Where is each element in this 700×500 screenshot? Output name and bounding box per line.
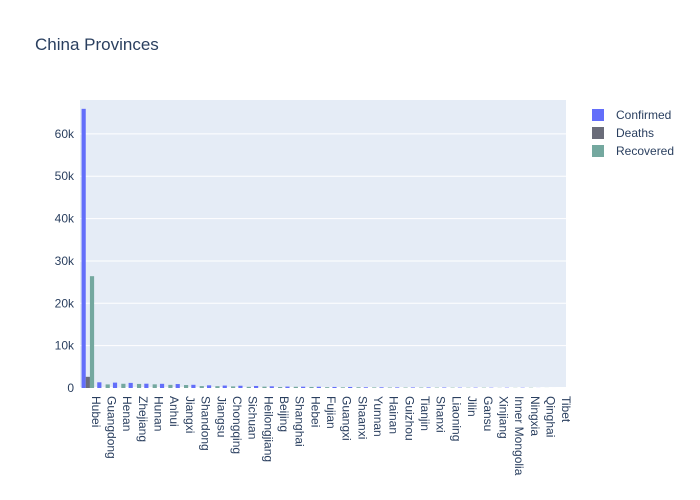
legend-label-confirmed[interactable]: Confirmed [616,108,671,122]
x-tick-label: Shanghai [293,396,307,447]
bar-recovered-hubei[interactable] [89,276,95,388]
bar-confirmed-shaanxi[interactable] [348,386,353,388]
bar-confirmed-chongqing[interactable] [222,385,227,388]
legend[interactable]: Confirmed Deaths Recovered [592,108,674,158]
x-tick-label: Hunan [152,396,166,431]
x-tick-label: Yunnan [371,396,385,437]
bar-recovered-jiangsu[interactable] [215,386,220,388]
bar-confirmed-tianjin[interactable] [410,387,415,388]
y-tick-label: 30k [55,254,75,268]
bar-recovered-fujian[interactable] [325,387,330,388]
x-tick-label: Shanxi [434,396,448,433]
bar-recovered-heilongjiang[interactable] [262,386,267,388]
x-tick-label: Hebei [308,396,322,427]
bar-confirmed-hebei[interactable] [301,386,306,388]
x-tick-label: Chongqing [230,396,244,454]
bar-confirmed-shanxi[interactable] [426,387,431,388]
bar-confirmed-guangxi[interactable] [332,386,337,388]
x-tick-label: Tibet [559,396,573,423]
chart-title: China Provinces [35,35,159,54]
y-tick-label: 40k [55,212,75,226]
bar-recovered-zhejiang[interactable] [136,383,142,388]
y-axis-ticks: 0 10k 20k 30k 40k 50k 60k [55,127,75,395]
x-tick-label: Beijing [277,396,291,432]
x-axis-ticks: Hubei Guangdong Henan Zhejiang Hunan Anhui Jia… [89,396,573,476]
y-tick-label: 0 [67,381,74,395]
bar-recovered-hunan[interactable] [152,384,157,388]
x-tick-label: Shaanxi [355,396,369,439]
y-tick-label: 50k [55,169,75,183]
bar-recovered-guangxi[interactable] [340,387,345,388]
bar-recovered-beijing[interactable] [278,386,283,388]
x-tick-label: Heilongjiang [261,396,275,462]
x-tick-label: Henan [120,396,134,431]
x-tick-label: Guangdong [105,396,119,459]
legend-swatch-deaths[interactable] [592,127,604,139]
x-tick-label: Jiangsu [214,396,228,437]
y-tick-label: 20k [55,296,75,310]
bar-recovered-jiangxi[interactable] [183,385,189,388]
x-tick-label: Xinjiang [496,396,510,439]
bar-recovered-yunnan[interactable] [372,387,377,388]
bar-recovered-shandong[interactable] [199,386,204,388]
bar-confirmed-guangdong[interactable] [97,382,102,388]
bar-recovered-hainan[interactable] [387,387,392,388]
bar-confirmed-henan[interactable] [112,382,118,388]
x-tick-label: Zhejiang [136,396,150,442]
x-tick-label: Hainan [387,396,401,434]
x-tick-label: Sichuan [246,396,260,439]
bar-confirmed-jiangsu[interactable] [206,385,212,388]
bar-recovered-shanghai[interactable] [293,386,298,388]
bar-recovered-guangdong[interactable] [105,384,110,388]
y-tick-label: 10k [55,339,75,353]
bar-confirmed-heilongjiang[interactable] [254,385,259,388]
legend-swatch-recovered[interactable] [592,145,604,157]
x-tick-label: Jiangxi [183,396,197,433]
x-tick-label: Qinghai [543,396,557,437]
plot-area [80,100,566,388]
bar-recovered-shaanxi[interactable] [356,387,361,388]
bar-confirmed-shandong[interactable] [191,384,196,388]
bar-recovered-chongqing[interactable] [231,386,236,388]
bars-group [81,108,565,388]
bar-confirmed-guizhou[interactable] [395,387,400,388]
bar-confirmed-sichuan[interactable] [238,385,243,388]
bar-confirmed-hainan[interactable] [379,387,384,388]
x-tick-label: Shandong [199,396,213,451]
bar-confirmed-jiangxi[interactable] [175,384,180,388]
x-tick-label: Hubei [89,396,103,427]
bar-confirmed-fujian[interactable] [316,386,321,388]
bar-confirmed-beijing[interactable] [269,386,274,388]
bar-confirmed-shanghai[interactable] [285,386,290,388]
y-tick-label: 60k [55,127,75,141]
bar-confirmed-hunan[interactable] [144,383,149,388]
legend-swatch-confirmed[interactable] [592,109,604,121]
x-tick-label: Inner Mongolia [512,396,526,476]
x-tick-label: Fujian [324,396,338,429]
x-tick-label: Ningxia [528,396,542,436]
bar-confirmed-anhui[interactable] [159,383,165,388]
legend-label-deaths[interactable]: Deaths [616,126,654,140]
bar-recovered-hebei[interactable] [309,386,314,388]
x-tick-label: Guizhou [402,396,416,441]
bar-deaths-hubei[interactable] [85,376,90,388]
x-tick-label: Tianjin [418,396,432,431]
legend-label-recovered[interactable]: Recovered [616,144,674,158]
x-tick-label: Guangxi [340,396,354,441]
x-tick-label: Gansu [481,396,495,431]
bar-confirmed-hubei[interactable] [81,108,86,388]
bar-confirmed-zhejiang[interactable] [128,382,133,388]
bar-confirmed-yunnan[interactable] [363,387,368,388]
bar-recovered-sichuan[interactable] [246,386,251,388]
x-tick-label: Anhui [167,396,181,427]
bar-confirmed-liaoning[interactable] [442,387,447,388]
bar-recovered-anhui[interactable] [168,384,173,388]
bar-recovered-henan[interactable] [121,383,126,388]
x-tick-label: Liaoning [449,396,463,441]
x-tick-label: Jilin [465,396,479,417]
